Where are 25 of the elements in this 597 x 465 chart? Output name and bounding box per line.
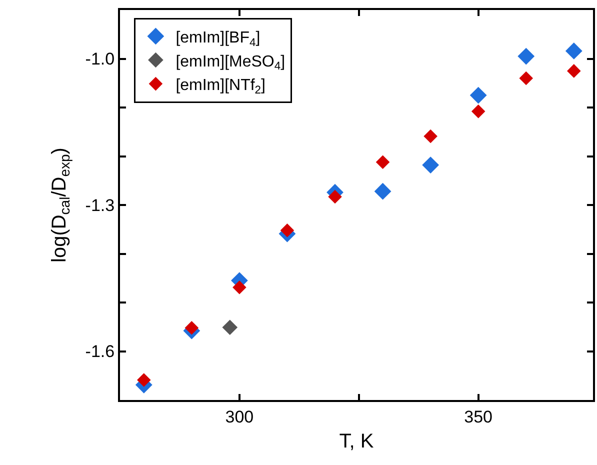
point bbox=[518, 48, 535, 65]
point bbox=[422, 156, 440, 174]
x-axis-title: T, K bbox=[339, 430, 374, 452]
point bbox=[471, 104, 486, 118]
point bbox=[519, 71, 533, 86]
point bbox=[565, 42, 582, 60]
point bbox=[328, 190, 342, 204]
point bbox=[374, 182, 392, 200]
y-tick-label: -1.0 bbox=[85, 50, 115, 69]
point bbox=[184, 320, 199, 335]
y-tick-label: -1.6 bbox=[85, 342, 115, 362]
point bbox=[567, 64, 581, 78]
x-tick-label: 350 bbox=[464, 407, 493, 426]
point bbox=[470, 86, 487, 104]
point bbox=[222, 320, 238, 336]
legend-label: [emIm][BF$_{4}$] bbox=[176, 29, 260, 49]
legend-label: [emIm][MeSO$_{4}$] bbox=[176, 53, 286, 73]
point bbox=[232, 280, 246, 294]
point bbox=[280, 223, 294, 238]
x-tick-label: 300 bbox=[225, 407, 254, 426]
point bbox=[424, 129, 438, 144]
y-tick-label: -1.3 bbox=[85, 196, 115, 215]
point bbox=[137, 373, 151, 387]
legend-label: [emIm][NTf$_{2}$] bbox=[176, 77, 266, 96]
point bbox=[376, 155, 390, 169]
